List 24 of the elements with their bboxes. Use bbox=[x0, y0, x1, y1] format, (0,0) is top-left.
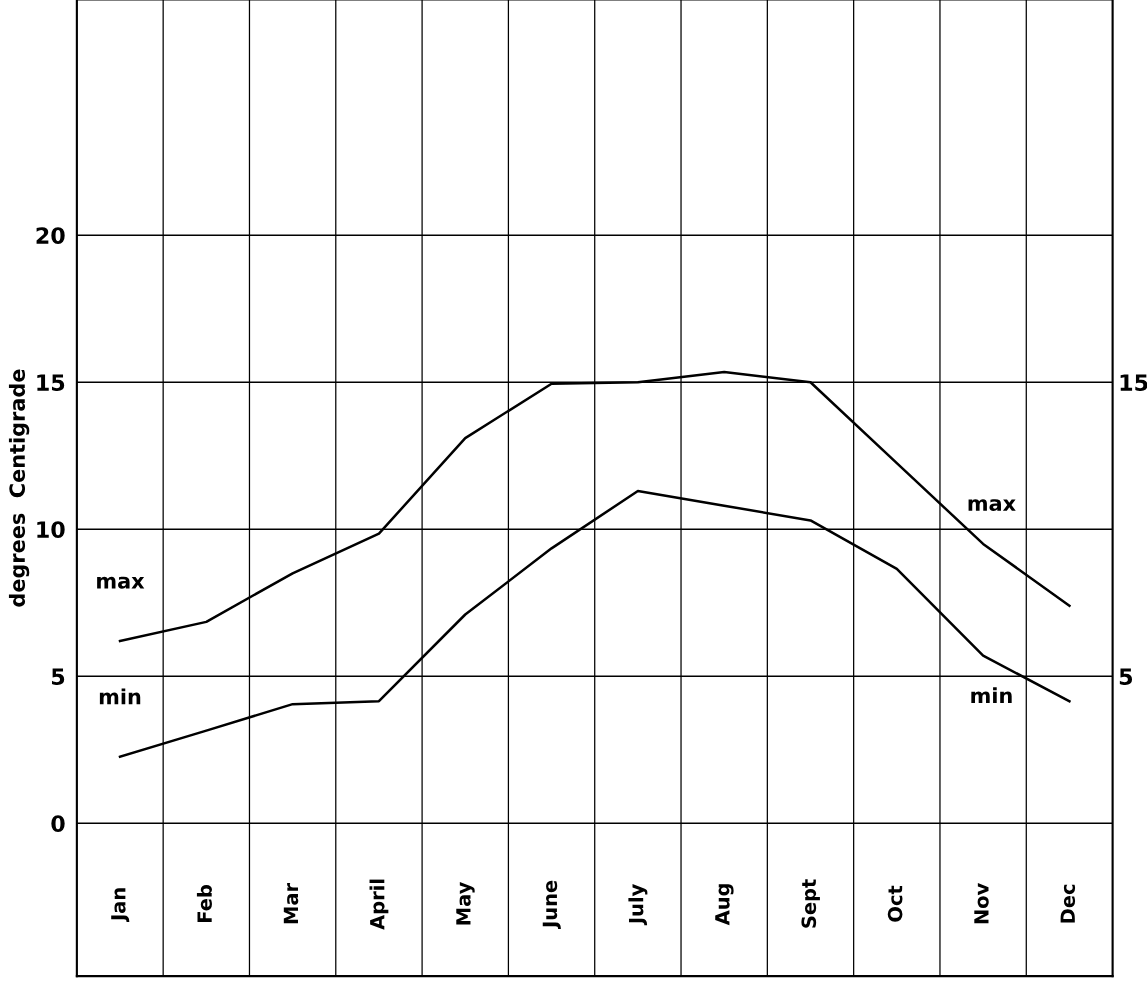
y-tick-label: 15 bbox=[37, 374, 65, 391]
x-tick-label: Aug bbox=[715, 884, 734, 926]
text: max bbox=[97, 576, 145, 589]
x-tick-label: Dec bbox=[1060, 884, 1076, 923]
x-tick-label: Feb bbox=[196, 884, 212, 922]
x-tick-label: July bbox=[628, 884, 648, 926]
x-tick-label: Sept bbox=[801, 879, 820, 928]
y-tick-label: 10 bbox=[37, 521, 65, 538]
y-tick-label: 5 bbox=[51, 668, 65, 685]
y-tick-label: 20 bbox=[36, 227, 65, 244]
x-tick-label: June bbox=[542, 880, 561, 930]
y2-tick-label: 5 bbox=[1119, 668, 1133, 685]
y2-tick-label: 15 bbox=[1120, 374, 1147, 391]
y-tick-label: 0 bbox=[51, 815, 65, 833]
x-tick-label: Oct bbox=[887, 885, 903, 922]
x-tick-label: April bbox=[369, 879, 389, 930]
x-tick-label: Mar bbox=[283, 882, 299, 924]
annotation: min bbox=[971, 687, 1012, 704]
x-tick-label: Jan bbox=[111, 888, 130, 923]
annotation: max bbox=[968, 499, 1016, 512]
text: min bbox=[99, 688, 141, 705]
x-tick-label: Nov bbox=[974, 883, 989, 924]
y-axis-title: degrees Centigrade bbox=[8, 369, 30, 607]
x-tick-label: May bbox=[456, 882, 475, 925]
